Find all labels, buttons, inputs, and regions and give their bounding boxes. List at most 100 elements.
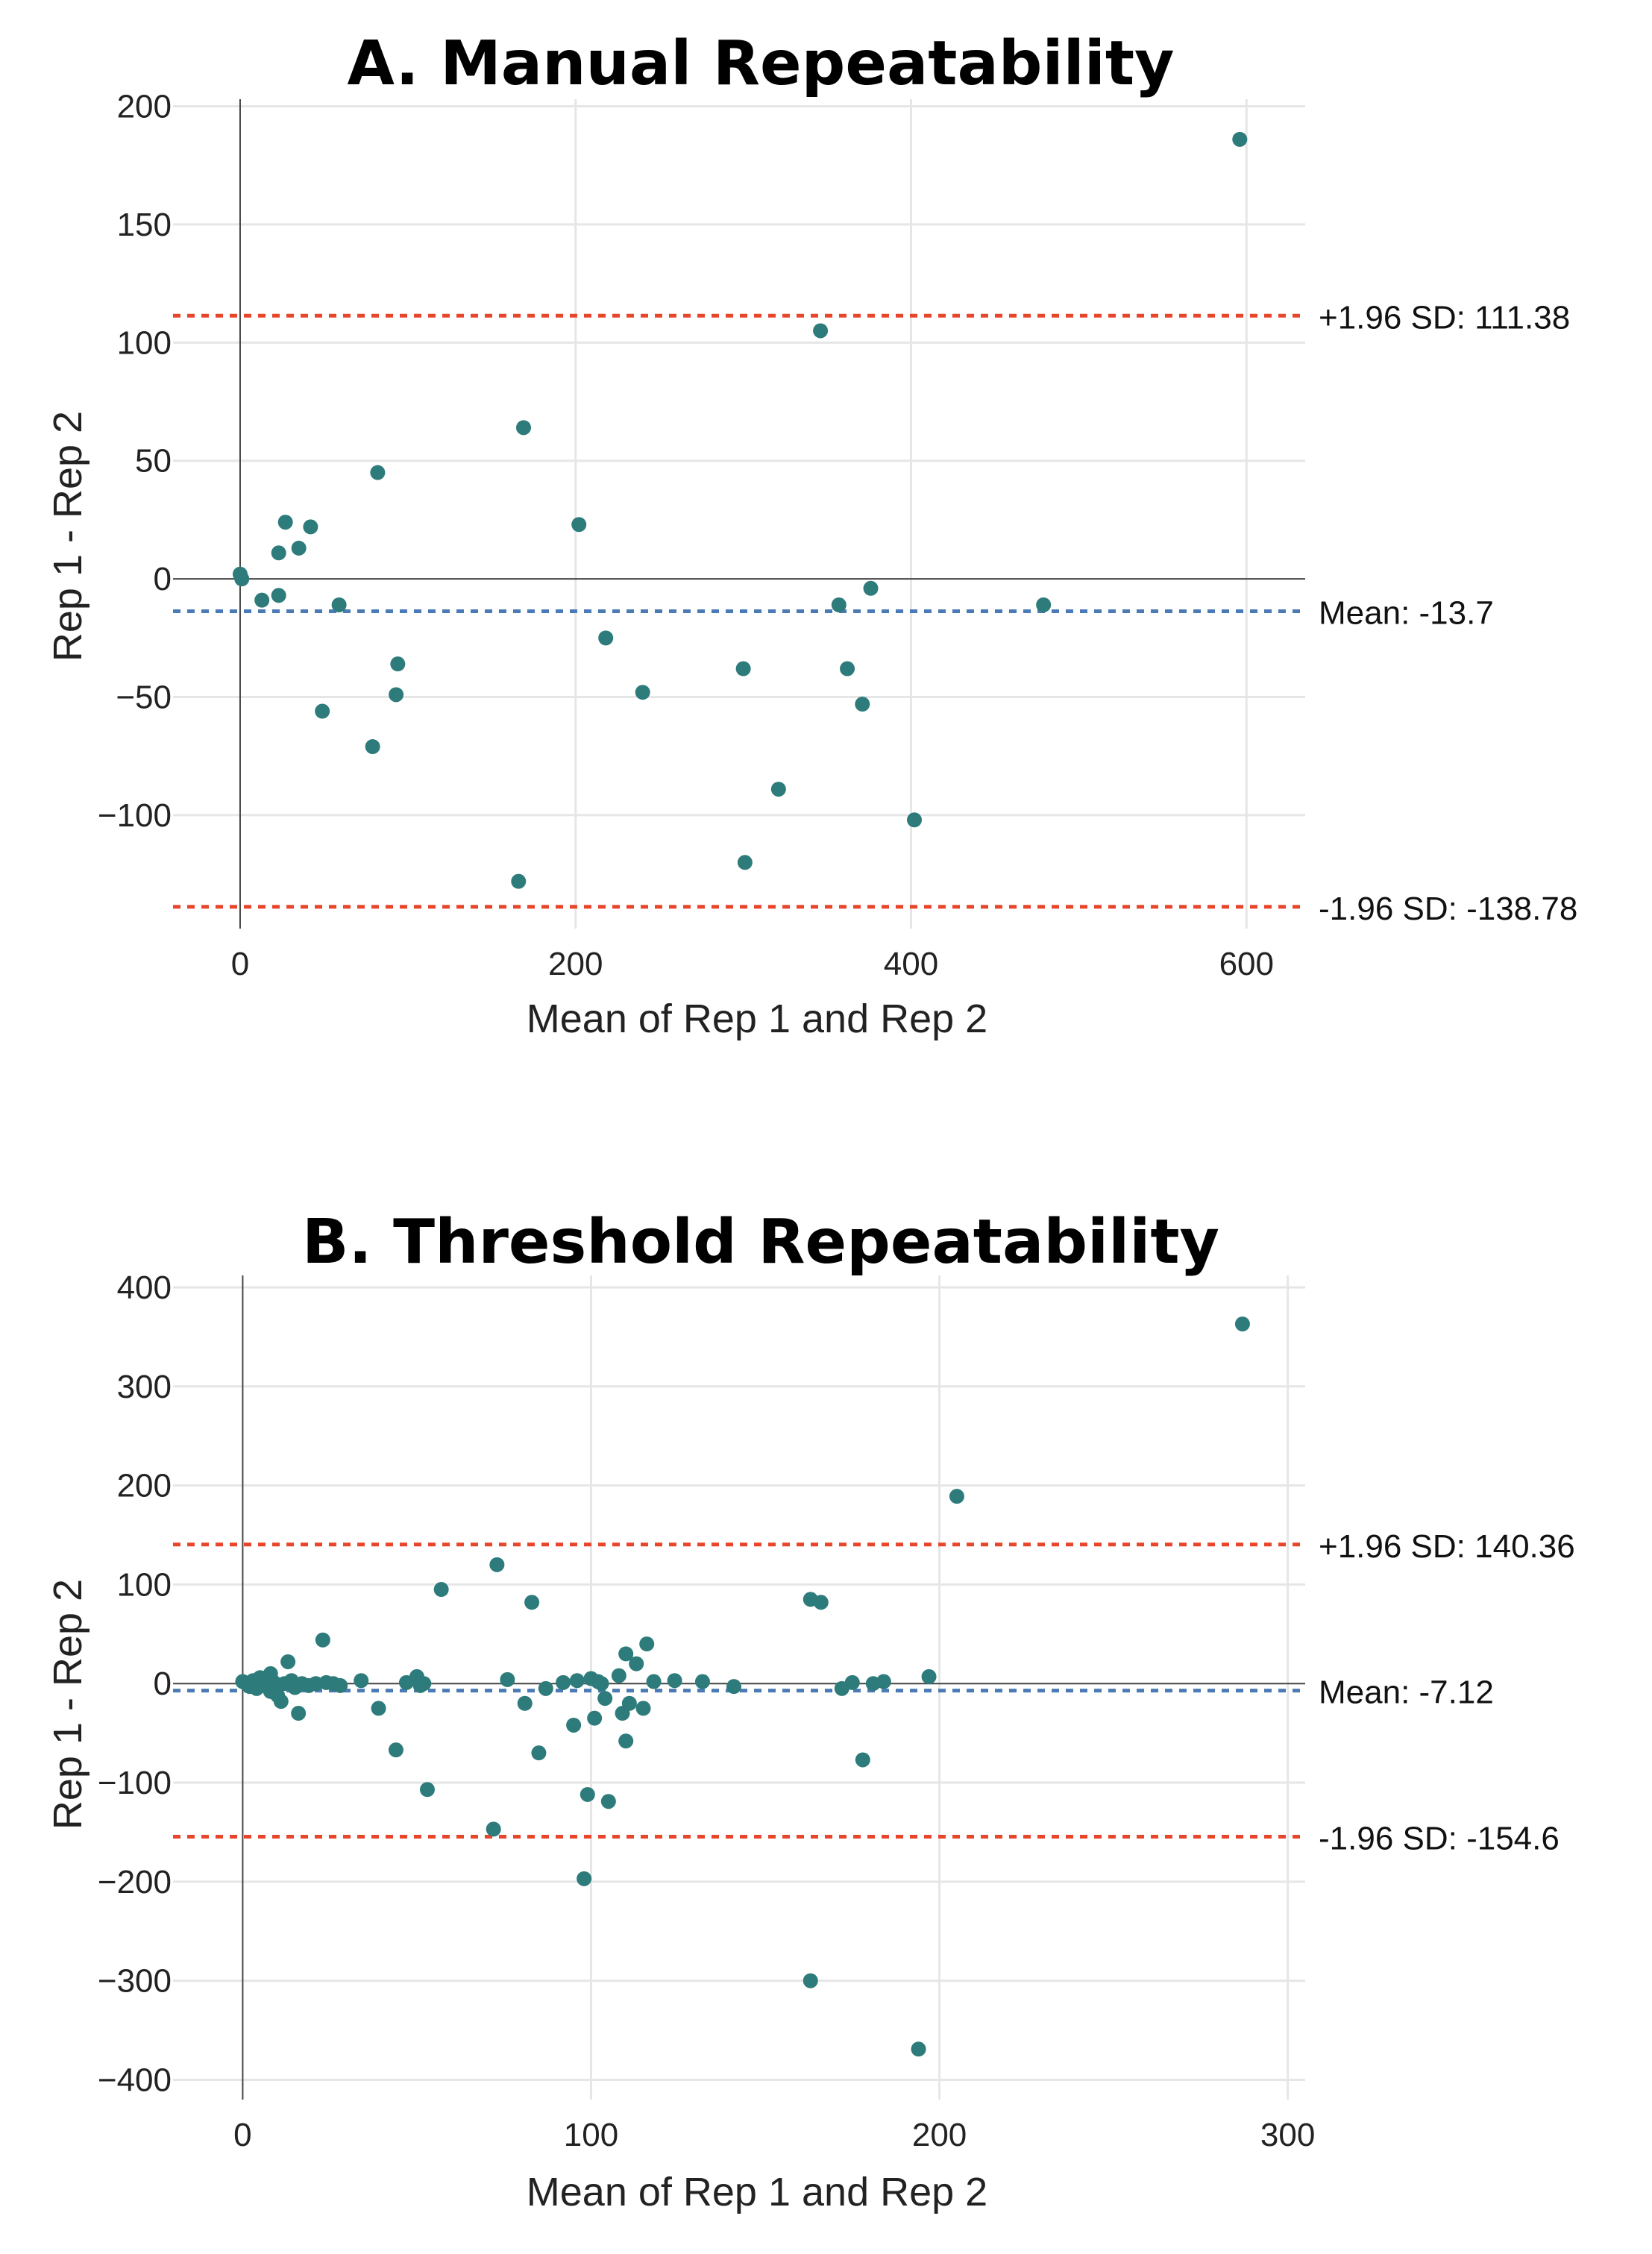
panel-a-x-tick-label: 200 <box>548 946 603 982</box>
panel-a-lower_loa-label: -1.96 SD: -138.78 <box>1319 891 1577 927</box>
panel-b-data-point <box>618 1733 634 1749</box>
panel-b-data-point <box>694 1674 710 1689</box>
panel-b-data-point <box>280 1654 296 1669</box>
panel-b-data-point <box>876 1674 891 1689</box>
panel-b-data-point <box>524 1595 540 1610</box>
panel-a-data-point <box>277 515 293 530</box>
panel-b-data-point <box>844 1674 860 1690</box>
panel-b-upper_loa-label: +1.96 SD: 140.36 <box>1319 1528 1575 1565</box>
panel-a-data-point <box>365 739 380 755</box>
panel-b-data-point <box>726 1679 741 1695</box>
panel-a-data-point <box>234 571 250 587</box>
panel-b-data-point <box>419 1782 435 1798</box>
panel-a-data-point <box>370 465 386 480</box>
panel-b-title: B. Threshold Repeatability <box>302 1207 1219 1278</box>
panel-b-data-point <box>611 1668 626 1683</box>
panel-b-data-point <box>500 1671 515 1687</box>
panel-a-x-axis-label: Mean of Rep 1 and Rep 2 <box>527 996 987 1041</box>
panel-a-y-tick-label: 100 <box>117 324 172 361</box>
panel-b-y-tick-label: 200 <box>117 1468 172 1504</box>
panel-b-data-point <box>531 1745 547 1761</box>
panel-b-y-tick-label: 400 <box>117 1269 172 1306</box>
panel-a-data-point <box>635 685 650 700</box>
panel-b-data-point <box>538 1680 553 1696</box>
panel-a-data-point <box>737 855 753 870</box>
panel-b-y-tick-label: 100 <box>117 1566 172 1603</box>
panel-a-data-point <box>907 812 923 828</box>
panel-a-mean-label: Mean: -13.7 <box>1319 595 1494 632</box>
panel-b-data-point <box>577 1871 592 1886</box>
panel-b-y-tick-label: −100 <box>98 1765 172 1801</box>
panel-b-data-point <box>621 1695 637 1711</box>
panel-b-data-point <box>580 1786 595 1802</box>
panel-a-zero-lines <box>173 99 1305 929</box>
panel-a-y-tick-label: 0 <box>154 561 172 597</box>
panel-a-data-point <box>390 656 406 672</box>
panel-b-data-point <box>949 1489 964 1504</box>
panel-a-data-point <box>831 597 847 612</box>
panel-b-data-point <box>333 1677 348 1693</box>
panel-b-data-point <box>667 1673 682 1689</box>
panel-a-y-tick-label: 150 <box>117 207 172 243</box>
panel-a-y-tick-label: −50 <box>116 679 172 716</box>
panel-b-data-point <box>263 1666 278 1681</box>
panel-a-data-point <box>291 540 307 556</box>
panel-a-data-point <box>1036 597 1052 612</box>
panel-a-data-point <box>813 323 829 339</box>
panel-b-y-tick-label: −200 <box>98 1864 172 1900</box>
panel-a-points <box>232 131 1248 889</box>
panel-a-data-point <box>511 873 527 889</box>
panel-b-reference-labels: +1.96 SD: 140.36 Mean: -7.12 -1.96 SD: -15… <box>1319 1528 1575 1857</box>
panel-a-data-point <box>1232 131 1248 147</box>
panel-a-upper_loa-label: +1.96 SD: 111.38 <box>1319 299 1570 336</box>
panel-a-data-point <box>271 588 286 603</box>
panel-a-data-point <box>863 580 879 596</box>
panel-b-data-point <box>597 1691 613 1707</box>
panel-b-data-point <box>803 1973 818 1988</box>
panel-a-x-ticks: 0 200 400 600 <box>231 946 1274 982</box>
panel-b-points <box>235 1316 1250 2057</box>
panel-a-y-tick-label: 200 <box>117 89 172 125</box>
panel-a-y-ticks: −100 −50 0 50 100 150 200 <box>98 89 172 834</box>
panel-b-y-tick-label: 0 <box>154 1666 172 1702</box>
panel-a-data-point <box>855 697 870 712</box>
panel-a-x-tick-label: 600 <box>1219 946 1274 982</box>
panel-b-data-point <box>371 1701 386 1716</box>
panel-a-data-point <box>598 630 614 646</box>
panel-b-x-tick-label: 200 <box>912 2117 967 2153</box>
panel-b-data-point <box>486 1821 501 1837</box>
panel-a-manual-repeatability: A. Manual Repeatability 0 200 400 600 −100−… <box>45 28 1577 1041</box>
panel-b-data-point <box>813 1595 829 1610</box>
panel-a-data-point <box>571 517 587 533</box>
panel-b-data-point <box>354 1673 369 1689</box>
panel-b-y-ticks: −400 −300 −200 −100 0 100 200 300 400 <box>98 1269 172 2099</box>
panel-b-data-point <box>646 1674 662 1689</box>
panel-b-data-point <box>911 2041 926 2057</box>
panel-a-data-point <box>389 687 404 703</box>
panel-b-data-point <box>855 1752 870 1768</box>
panel-a-data-point <box>516 420 532 436</box>
panel-b-data-point <box>635 1701 651 1716</box>
panel-b-y-axis-label: Rep 1 - Rep 2 <box>45 1579 90 1830</box>
panel-b-y-tick-label: 300 <box>117 1369 172 1405</box>
panel-a-data-point <box>770 782 786 797</box>
panel-b-mean-label: Mean: -7.12 <box>1319 1674 1494 1711</box>
panel-b-data-point <box>921 1668 937 1684</box>
panel-b-data-point <box>594 1676 609 1692</box>
panel-b-data-point <box>639 1636 655 1652</box>
panel-b-x-ticks: 0 100 200 300 <box>233 2117 1315 2153</box>
panel-b-grid <box>173 1275 1305 2100</box>
panel-b-data-point <box>315 1632 330 1648</box>
panel-b-x-axis-label: Mean of Rep 1 and Rep 2 <box>527 2170 987 2214</box>
panel-a-y-tick-label: −100 <box>98 797 172 834</box>
panel-b-reference-lines <box>173 1542 1305 1839</box>
panel-b-data-point <box>587 1710 603 1726</box>
panel-a-data-point <box>254 592 270 608</box>
panel-b-data-point <box>566 1717 582 1733</box>
panel-b-data-point <box>433 1582 449 1598</box>
panel-a-title: A. Manual Repeatability <box>348 28 1175 99</box>
panel-b-data-point <box>1234 1316 1250 1332</box>
panel-a-x-tick-label: 0 <box>231 946 249 982</box>
panel-b-data-point <box>569 1673 585 1689</box>
